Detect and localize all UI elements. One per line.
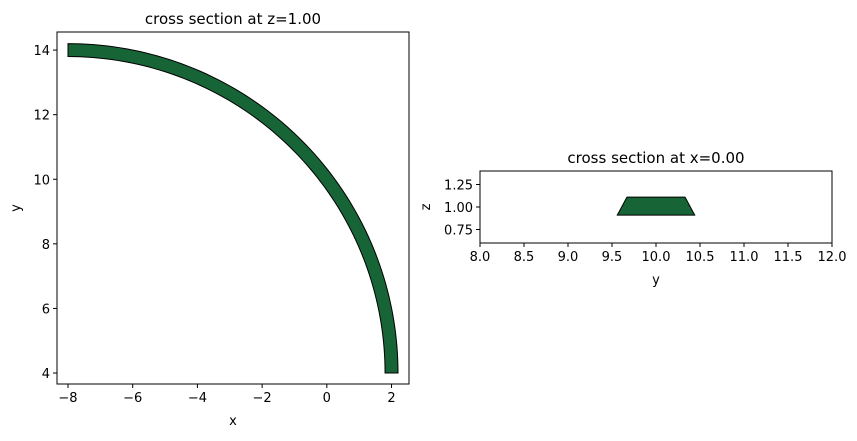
y-axis-label: y — [9, 204, 24, 212]
x-tick-label: −8 — [58, 391, 77, 406]
y-tick-label: 12 — [33, 109, 50, 124]
y-tick-label: 6 — [42, 302, 50, 317]
y-tick-label: 1.00 — [444, 201, 473, 216]
chart-title: cross section at x=0.00 — [567, 149, 744, 167]
cross-section-shape — [616, 196, 696, 216]
x-tick-label: 9.5 — [602, 250, 623, 265]
x-tick-label: 8.0 — [470, 250, 491, 265]
x-tick-label: 9.0 — [558, 250, 579, 265]
y-tick-label: 14 — [33, 44, 50, 59]
y-tick-label: 0.75 — [444, 224, 473, 239]
y-tick-label: 10 — [33, 173, 50, 188]
x-axis-label: x — [229, 414, 237, 429]
y-tick-label: 1.25 — [444, 179, 473, 194]
x-tick-label: 12.0 — [818, 250, 847, 265]
x-tick-label: 2 — [387, 391, 395, 406]
x-tick-label: 11.5 — [774, 250, 803, 265]
chart-title: cross section at z=1.00 — [145, 10, 321, 28]
x-tick-label: 0 — [323, 391, 331, 406]
y-tick-label: 8 — [42, 238, 50, 253]
x-tick-label: −6 — [123, 391, 142, 406]
x-tick-label: 10.5 — [686, 250, 715, 265]
axes-frame — [56, 31, 410, 385]
y-axis-label: z — [419, 203, 434, 210]
cross-section-shape — [67, 43, 399, 374]
y-tick-label: 4 — [42, 367, 50, 382]
x-tick-label: 10.0 — [642, 250, 671, 265]
x-tick-label: −4 — [188, 391, 207, 406]
x-tick-label: 8.5 — [514, 250, 535, 265]
x-tick-label: 11.0 — [730, 250, 759, 265]
x-tick-label: −2 — [253, 391, 272, 406]
x-axis-label: y — [652, 273, 660, 288]
